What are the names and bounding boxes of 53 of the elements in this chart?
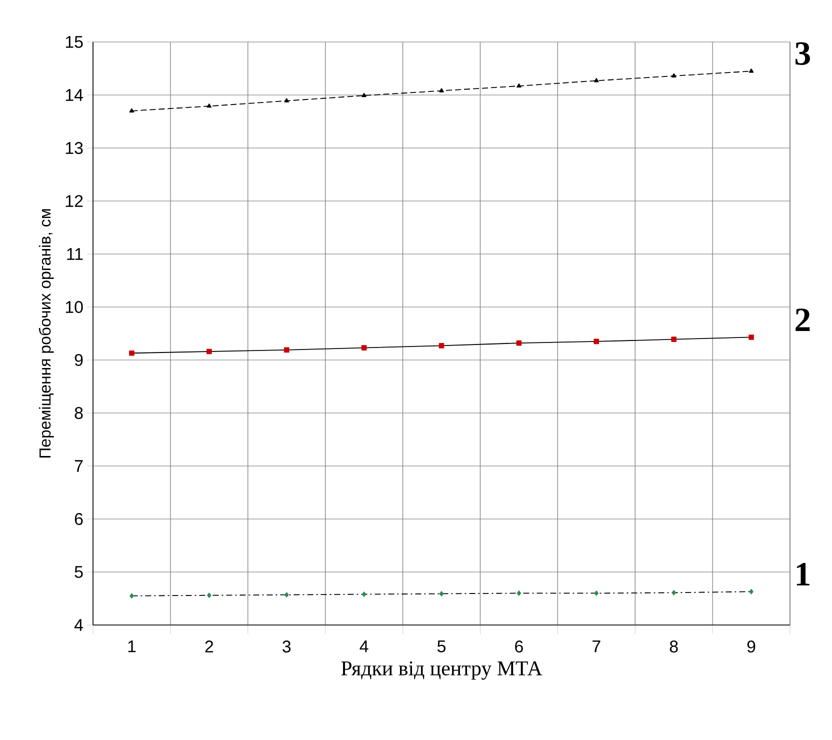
y-tick-label: 14 bbox=[66, 89, 83, 101]
series-label: 2 bbox=[796, 308, 810, 332]
y-tick-label: 15 bbox=[66, 36, 83, 48]
x-tick-label: 2 bbox=[205, 640, 214, 652]
point bbox=[206, 103, 212, 108]
x-tick-label: 3 bbox=[282, 640, 291, 653]
x-tick-label: 4 bbox=[360, 640, 368, 652]
y-tick-label: 8 bbox=[74, 407, 83, 420]
point bbox=[594, 590, 598, 596]
point bbox=[439, 88, 444, 92]
point bbox=[129, 108, 134, 112]
point bbox=[284, 592, 289, 598]
x-tick-label: 6 bbox=[515, 640, 523, 653]
point bbox=[439, 591, 444, 596]
point bbox=[438, 343, 444, 348]
x-tick-label: 5 bbox=[437, 640, 446, 652]
y-tick-label: 5 bbox=[74, 566, 83, 578]
series-label: 3 bbox=[795, 42, 810, 65]
point bbox=[749, 588, 754, 594]
y-tick-label: 9 bbox=[74, 354, 83, 366]
x-axis-title: Рядки від центру МТА bbox=[341, 661, 542, 680]
point bbox=[748, 68, 754, 73]
point bbox=[671, 336, 676, 342]
point bbox=[361, 345, 367, 350]
point bbox=[284, 347, 290, 353]
point bbox=[672, 590, 676, 596]
y-axis-title: Переміщення робочих органів, см bbox=[38, 209, 54, 458]
y-tick-label: 10 bbox=[66, 301, 83, 314]
point bbox=[748, 334, 754, 340]
point bbox=[516, 340, 522, 346]
y-tick-label: 6 bbox=[74, 513, 83, 526]
point bbox=[362, 92, 366, 98]
y-tick-label: 12 bbox=[66, 195, 83, 207]
x-tick-label: 9 bbox=[747, 640, 756, 653]
point bbox=[516, 83, 522, 88]
point bbox=[129, 350, 134, 356]
x-tick-label: 1 bbox=[128, 640, 136, 652]
point bbox=[594, 78, 599, 82]
point bbox=[284, 98, 289, 102]
y-tick-label: 7 bbox=[74, 460, 83, 472]
x-tick-label: 7 bbox=[592, 640, 600, 652]
point bbox=[516, 590, 522, 596]
y-tick-label: 4 bbox=[74, 619, 83, 631]
point bbox=[671, 73, 676, 78]
point bbox=[130, 593, 134, 599]
point bbox=[362, 592, 366, 597]
y-tick-label: 13 bbox=[66, 142, 83, 154]
point bbox=[206, 348, 212, 354]
y-tick-label: 11 bbox=[67, 248, 83, 260]
point bbox=[207, 592, 212, 598]
series-label: 1 bbox=[796, 563, 810, 586]
x-tick-label: 8 bbox=[670, 640, 678, 653]
point bbox=[594, 338, 600, 344]
